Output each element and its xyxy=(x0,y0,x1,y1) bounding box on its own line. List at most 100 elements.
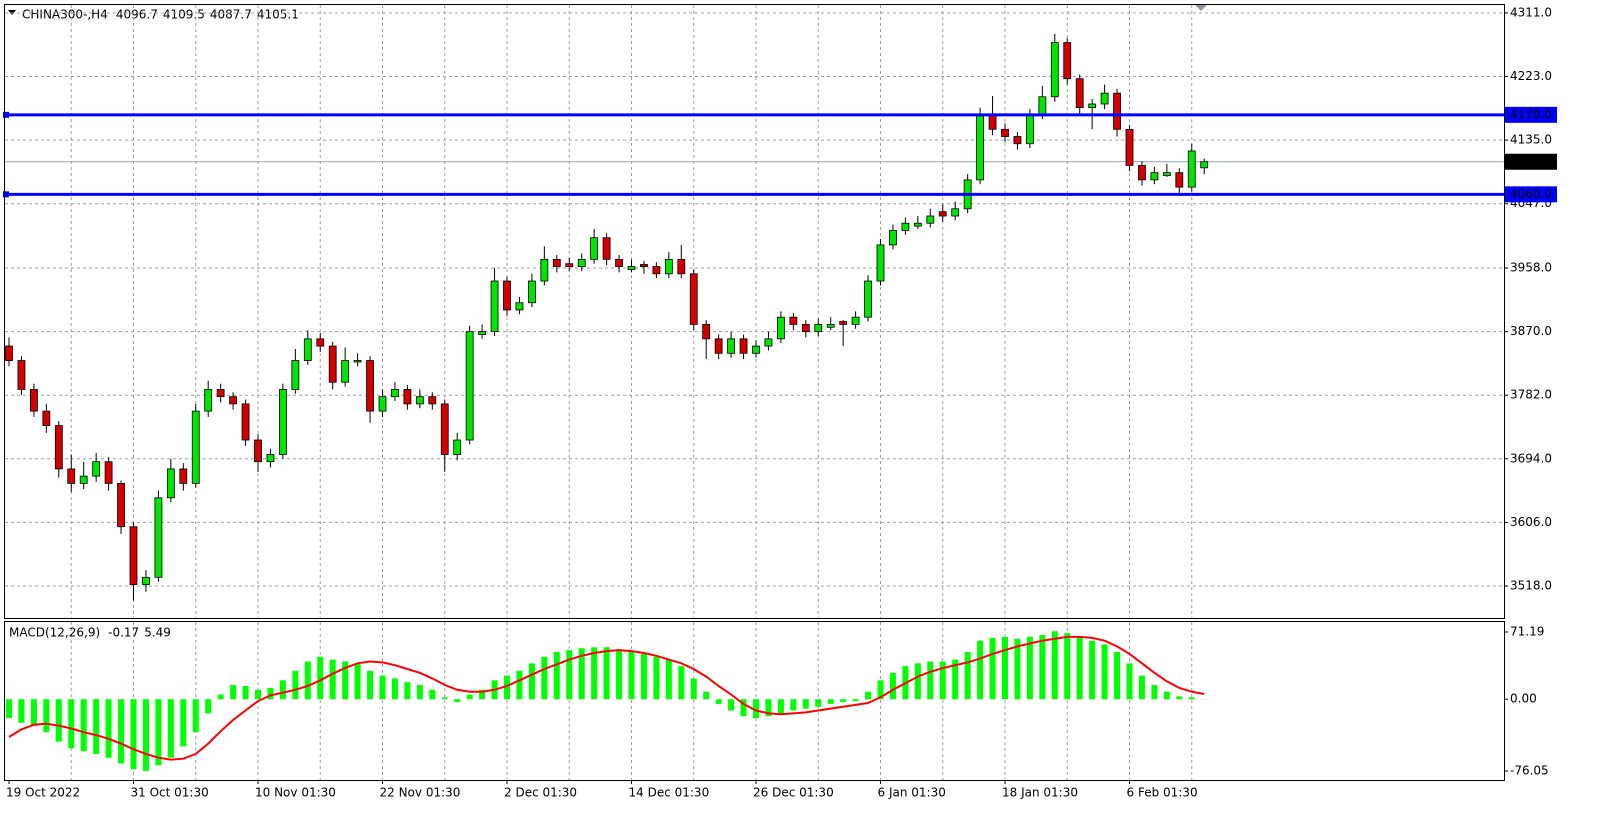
macd-bar xyxy=(516,670,523,700)
candle-body xyxy=(403,389,412,405)
candle-body xyxy=(241,403,250,441)
macd-bar xyxy=(678,666,685,700)
x-tick-label: 10 Nov 01:30 xyxy=(255,786,336,800)
candle-body xyxy=(602,237,611,260)
candle-body xyxy=(864,280,872,318)
candle-body xyxy=(1026,114,1034,145)
macd-bar xyxy=(541,656,548,700)
last-price-box xyxy=(1505,153,1557,170)
macd-bar xyxy=(118,699,125,764)
candle-body xyxy=(752,345,760,354)
candle-body xyxy=(42,410,51,426)
macd-bar xyxy=(167,699,174,758)
macd-bar xyxy=(1064,633,1071,700)
x-tick-label: 26 Dec 01:30 xyxy=(753,786,834,800)
candle-body xyxy=(540,258,549,282)
candle-body xyxy=(117,482,125,528)
candle-body xyxy=(515,302,524,311)
candle-body xyxy=(204,389,213,412)
price-panel xyxy=(4,4,1505,619)
candle-body xyxy=(229,396,238,405)
macd-bar xyxy=(877,680,884,700)
chart-title: CHINA300-,H4 xyxy=(22,8,108,22)
macd-bar xyxy=(379,675,386,700)
macd-bar xyxy=(18,699,25,723)
macd-bar xyxy=(1114,652,1121,700)
macd-bar xyxy=(43,699,50,733)
level-label: 4170.0 xyxy=(1510,107,1552,121)
macd-bar xyxy=(578,648,585,700)
macd-bar xyxy=(703,691,710,700)
macd-bar xyxy=(690,678,697,700)
macd-bar xyxy=(55,699,62,742)
macd-bar xyxy=(553,652,560,700)
x-tick-label: 14 Dec 01:30 xyxy=(629,786,710,800)
y-tick-label: -76.05 xyxy=(1510,763,1549,777)
x-tick-label: 22 Nov 01:30 xyxy=(380,786,461,800)
macd-signal-value: 5.49 xyxy=(144,626,171,640)
candle-body xyxy=(142,576,150,585)
candle-body xyxy=(266,454,275,463)
candle-body xyxy=(727,338,735,354)
macd-bar xyxy=(1039,635,1046,700)
level-label-box xyxy=(1505,106,1557,123)
x-tick-label: 6 Jan 01:30 xyxy=(878,786,946,800)
macd-bar xyxy=(715,699,722,704)
candle-body xyxy=(640,264,648,267)
candle-body xyxy=(702,323,711,340)
macd-bar xyxy=(914,663,921,700)
candle-body xyxy=(901,222,910,231)
macd-bar xyxy=(1101,644,1108,700)
plot: 19 Oct 2022 31 Oct 01:30 10 Nov 01:30 22 No… xyxy=(3,5,1557,800)
macd-bar xyxy=(242,685,249,700)
candle-body xyxy=(1013,136,1022,145)
macd-bar xyxy=(989,637,996,700)
candle-body xyxy=(5,345,13,361)
candle-body xyxy=(303,338,312,361)
macd-histogram-value: -0.17 xyxy=(108,626,139,640)
candle-body xyxy=(92,461,101,477)
y-tick-label: 4311.0 xyxy=(1510,5,1552,19)
candle-body xyxy=(166,468,175,499)
macd-bar xyxy=(130,699,137,770)
macd-bar xyxy=(603,647,610,700)
macd-bar xyxy=(205,699,212,714)
macd-bar xyxy=(852,699,859,702)
macd-bar xyxy=(479,689,486,700)
macd-bar xyxy=(777,699,784,714)
header-low: 4087.7 xyxy=(210,8,252,22)
candle-body xyxy=(341,360,350,383)
header-close: 4105.1 xyxy=(257,8,299,22)
candle-body xyxy=(814,323,823,333)
candle-body xyxy=(216,389,225,398)
level-handle xyxy=(3,191,9,198)
x-tick-label: 6 Feb 01:30 xyxy=(1127,786,1198,800)
candle-body xyxy=(478,331,487,335)
macd-bar xyxy=(68,699,75,749)
candle-body xyxy=(714,338,723,354)
candle-body xyxy=(590,237,599,260)
candle-body xyxy=(777,316,785,340)
macd-bar xyxy=(30,699,37,726)
last-price-label: 4105.1 xyxy=(1510,154,1552,168)
macd-bar xyxy=(317,656,324,700)
x-tick-label: 31 Oct 01:30 xyxy=(131,786,209,800)
macd-bar xyxy=(1126,663,1133,700)
macd-bar xyxy=(155,699,162,766)
candle-body xyxy=(490,280,499,333)
candle-body xyxy=(316,338,325,347)
macd-bar xyxy=(1138,675,1145,700)
macd-bar xyxy=(192,699,199,733)
macd-title: MACD(12,26,9) xyxy=(9,626,100,640)
macd-bar xyxy=(628,652,635,700)
y-tick-label: 0.00 xyxy=(1510,692,1537,706)
macd-bar xyxy=(640,653,647,700)
candle-body xyxy=(876,244,885,282)
macd-bar xyxy=(1151,685,1158,700)
macd-bar xyxy=(964,652,971,700)
macd-bar xyxy=(504,675,510,700)
candle-body xyxy=(839,321,848,325)
x-tick-label: 18 Jan 01:30 xyxy=(1002,786,1078,800)
macd-bar xyxy=(740,699,747,717)
macd-bar xyxy=(255,689,261,700)
